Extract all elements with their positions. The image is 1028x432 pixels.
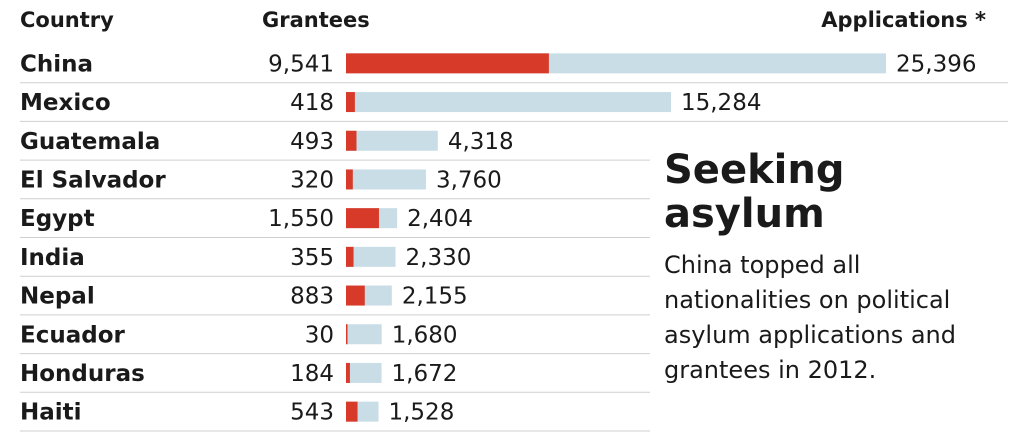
grantees-bar xyxy=(346,246,354,267)
grantees-value-label: 320 xyxy=(290,167,334,193)
country-label: India xyxy=(20,245,85,271)
country-label: El Salvador xyxy=(20,167,166,193)
grantees-value-label: 1,550 xyxy=(268,206,334,232)
grantees-bar xyxy=(346,285,365,306)
grantees-column-header: Grantees xyxy=(262,8,370,32)
grantees-bar xyxy=(346,92,355,113)
applications-bar xyxy=(346,92,671,113)
grantees-bar xyxy=(346,362,350,383)
applications-bar xyxy=(346,324,382,345)
grantees-value-label: 493 xyxy=(290,129,334,155)
applications-value-label: 2,330 xyxy=(406,245,472,271)
applications-value-label: 3,760 xyxy=(436,167,502,193)
applications-value-label: 1,528 xyxy=(388,400,454,426)
grantees-value-label: 883 xyxy=(290,284,334,310)
callout: Seeking asylum China topped all national… xyxy=(664,148,1014,388)
applications-value-label: 1,680 xyxy=(392,322,458,348)
callout-description: China topped all nationalities on politi… xyxy=(664,251,956,384)
grantees-value-label: 418 xyxy=(290,90,334,116)
applications-value-label: 25,396 xyxy=(896,51,976,77)
applications-value-label: 4,318 xyxy=(448,129,514,155)
country-label: Egypt xyxy=(20,206,95,232)
callout-title: Seeking asylum xyxy=(664,147,845,237)
applications-value-label: 2,155 xyxy=(402,284,468,310)
country-label: China xyxy=(20,51,93,77)
grantees-bar xyxy=(346,208,379,229)
country-label: Nepal xyxy=(20,284,95,310)
grantees-value-label: 184 xyxy=(290,361,334,387)
country-label: Haiti xyxy=(20,400,82,426)
applications-value-label: 1,672 xyxy=(392,361,458,387)
grantees-value-label: 355 xyxy=(290,245,334,271)
country-column-header: Country xyxy=(20,8,114,32)
applications-bar xyxy=(346,130,438,151)
applications-value-label: 15,284 xyxy=(681,90,761,116)
grantees-bar xyxy=(346,401,358,422)
applications-bar xyxy=(346,169,426,190)
country-label: Mexico xyxy=(20,90,111,116)
grantees-bar xyxy=(346,324,348,345)
country-label: Ecuador xyxy=(20,322,126,348)
country-label: Guatemala xyxy=(20,129,160,155)
grantees-bar xyxy=(346,130,357,151)
applications-bar xyxy=(346,246,396,267)
applications-value-label: 2,404 xyxy=(407,206,473,232)
applications-column-header: Applications * xyxy=(821,8,986,32)
grantees-value-label: 543 xyxy=(290,400,334,426)
grantees-bar xyxy=(346,169,353,190)
grantees-bar xyxy=(346,53,549,74)
applications-bar xyxy=(346,362,382,383)
grantees-value-label: 9,541 xyxy=(268,51,334,77)
country-label: Honduras xyxy=(20,361,145,387)
grantees-value-label: 30 xyxy=(305,322,334,348)
